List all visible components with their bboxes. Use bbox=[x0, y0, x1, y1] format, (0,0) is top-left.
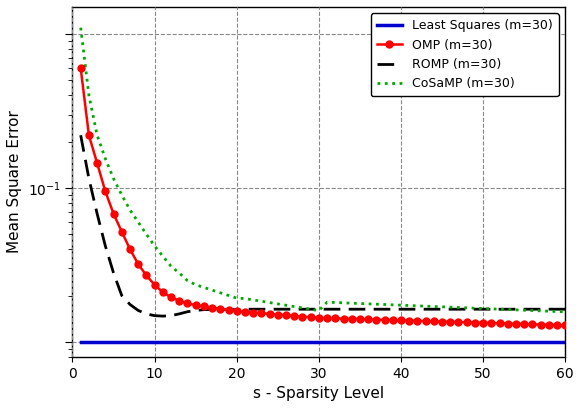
Y-axis label: Mean Square Error: Mean Square Error bbox=[7, 111, 22, 253]
X-axis label: s - Sparsity Level: s - Sparsity Level bbox=[253, 386, 385, 401]
Legend: Least Squares (m=30), OMP (m=30), ROMP (m=30), CoSaMP (m=30): Least Squares (m=30), OMP (m=30), ROMP (… bbox=[371, 13, 559, 96]
